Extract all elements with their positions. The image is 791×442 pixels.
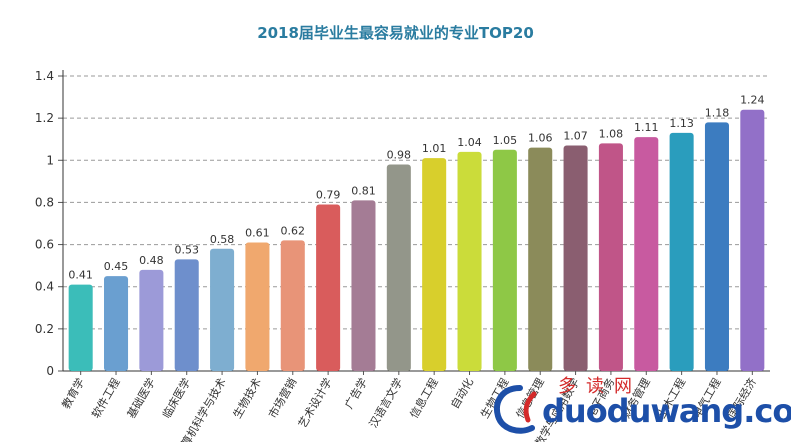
grid-lines	[58, 75, 770, 372]
watermark-name: 多读网	[558, 376, 642, 397]
x-tick-label: 临床医学	[159, 376, 193, 421]
bar-value-label: 1.13	[669, 117, 694, 130]
x-tick-label: 软件工程	[88, 376, 122, 421]
y-tick-labels: 0 0.2 0.4 0.6 0.8 1 1.2 1.4	[35, 69, 54, 378]
bar	[704, 122, 729, 371]
x-tick-label: 艺术设计学	[295, 376, 335, 431]
bar-value-label: 0.79	[316, 189, 341, 202]
watermark: 多读网 duoduwang.com	[490, 376, 791, 440]
bar-value-label: 0.53	[174, 243, 199, 256]
bar-value-label: 1.06	[528, 132, 553, 145]
x-tick-label: 自动化	[447, 376, 476, 412]
bar	[457, 151, 482, 371]
y-tick-label: 1.4	[35, 69, 54, 83]
watermark-site: duoduwang.com	[542, 392, 791, 430]
bar	[563, 145, 588, 371]
y-tick-label: 0	[46, 364, 54, 378]
bar	[492, 149, 517, 371]
bar	[210, 248, 235, 371]
bar	[280, 240, 305, 371]
bar	[139, 269, 164, 371]
bar	[422, 158, 447, 371]
value-labels: 0.41 0.45 0.48 0.53 0.58 0.61 0.62 0.79 0.81 0.98…	[68, 94, 764, 282]
x-tick-label: 教育学	[59, 376, 88, 412]
bar-value-label: 1.05	[493, 134, 518, 147]
bar	[528, 147, 553, 371]
bar-value-label: 1.07	[563, 130, 588, 143]
bar	[386, 164, 411, 371]
bar-value-label: 1.24	[740, 94, 765, 107]
bar-value-label: 0.81	[351, 184, 376, 197]
bars	[68, 109, 765, 371]
bar	[245, 242, 270, 371]
bar-value-label: 0.98	[387, 149, 412, 162]
bar	[740, 109, 765, 371]
y-tick-label: 1.2	[35, 111, 54, 125]
bar	[316, 204, 341, 371]
y-tick-label: 0.2	[35, 322, 54, 336]
bar	[634, 137, 659, 371]
x-tick-label: 基础医学	[124, 376, 158, 421]
bar-value-label: 1.04	[457, 136, 482, 149]
bar	[669, 132, 694, 371]
y-tick-label: 0.6	[35, 238, 54, 252]
x-tick-label: 信息工程	[407, 376, 441, 421]
bar-value-label: 0.48	[139, 254, 164, 267]
y-tick-label: 0.8	[35, 195, 54, 209]
x-tick-label: 广告学	[341, 376, 370, 412]
bar-value-label: 0.41	[68, 269, 93, 282]
bar-value-label: 0.62	[281, 224, 306, 237]
bar	[598, 143, 623, 371]
x-tick-label: 市场营销	[265, 376, 299, 421]
bar-value-label: 1.18	[705, 106, 730, 119]
bar	[104, 276, 129, 371]
bar	[351, 200, 376, 371]
bar	[174, 259, 199, 371]
bar-value-label: 1.11	[634, 121, 659, 134]
x-tick-label: 汉语言文学	[366, 376, 406, 431]
y-tick-label: 0.4	[35, 280, 54, 294]
bar-value-label: 0.61	[245, 226, 270, 239]
bar-value-label: 1.01	[422, 142, 447, 155]
x-tick-label: 生物技术	[230, 376, 264, 421]
bar	[68, 284, 93, 371]
chart-title: 2018届毕业生最容易就业的专业TOP20	[257, 24, 534, 42]
bar-value-label: 1.08	[599, 127, 624, 140]
bar-value-label: 0.45	[104, 260, 129, 273]
bar-value-label: 0.58	[210, 233, 235, 246]
watermark-logo-icon	[494, 385, 537, 434]
y-tick-label: 1	[46, 153, 54, 167]
